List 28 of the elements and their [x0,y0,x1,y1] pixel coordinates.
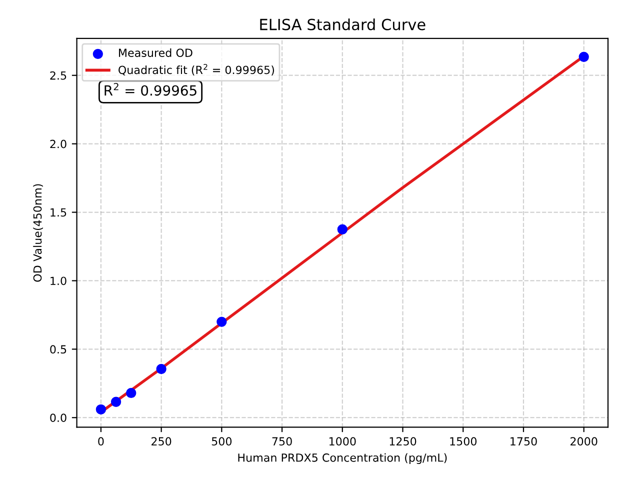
point [156,364,166,374]
x-tick-label: 500 [212,437,232,446]
x-tick-label: 1000 [329,437,356,446]
x-tick-label: 1750 [510,437,537,446]
y-tick-label: 1.0 [50,276,66,286]
y-tick-label: 2.0 [50,140,66,148]
annotation: R$^{2}$ = 0.99965 [104,82,196,96]
point [216,316,227,327]
x-tick-label: 250 [152,437,172,446]
x-tick-label: 2000 [570,437,598,446]
chart-title: ELISA Standard Curve [260,18,426,30]
x-tick-label: 0 [98,437,104,446]
y-tick-label: 2.5 [50,71,66,80]
point [578,52,589,62]
x-tick-label: 1250 [390,437,416,446]
y-axis-title: OD Value(450nm) [33,184,44,282]
x-tick-label: 750 [272,437,292,446]
point [337,224,348,234]
point [96,404,106,414]
point [110,396,122,407]
x-tick-label: 1500 [450,437,477,446]
y-tick-label: 1.5 [50,208,66,217]
x-axis-title: Human PRDX5 Concentration (pg/mL) [238,453,447,464]
point [126,388,136,398]
y-tick-label: 0.0 [50,414,66,422]
legend-label: Measured OD [119,48,192,57]
y-tick-label: 0.5 [50,345,66,354]
legend-label: Quadratic fit (R$^{2}$ = 0.99965) [118,64,274,76]
